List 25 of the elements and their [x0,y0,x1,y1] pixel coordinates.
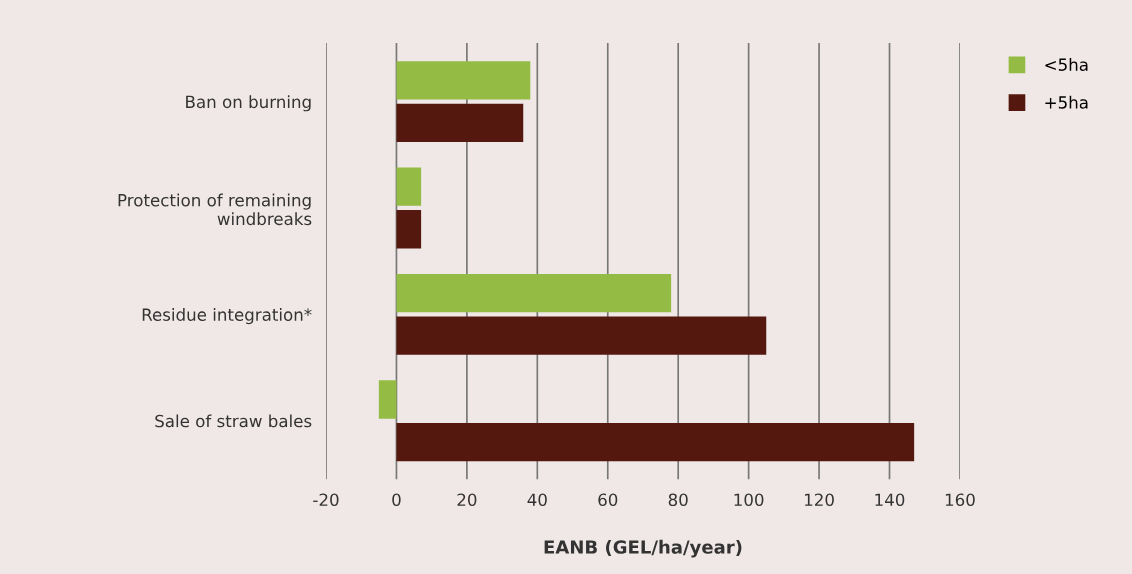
x-tick-label: 160 [945,493,975,507]
legend-label: +5ha [1045,95,1088,109]
bar [396,210,422,249]
legend-label: <5ha [1045,58,1088,71]
x-tick-label: 40 [527,493,547,507]
x-tick-label: -20 [313,493,339,507]
bar [396,167,422,206]
bar [378,380,397,419]
x-tick-label: 100 [734,493,764,507]
bar [396,316,767,355]
x-tick-label: 20 [457,493,477,507]
y-tick-label: Residue integration* [142,308,312,325]
bar [396,61,531,100]
bar [396,273,672,313]
x-tick-label: 120 [804,493,834,507]
bar [396,422,915,462]
y-tick-label: Protection of remaining windbreaks [118,193,312,226]
x-tick-label: 140 [875,493,905,507]
x-tick-label: 0 [392,493,401,507]
y-tick-label: Ban on burning [186,95,311,112]
x-tick-label: 80 [668,493,688,507]
x-axis-title: EANB (GEL/ha/year) [544,539,742,558]
bar [396,103,524,142]
x-tick-label: 60 [598,493,618,507]
y-tick-label: Sale of straw bales [155,414,312,428]
